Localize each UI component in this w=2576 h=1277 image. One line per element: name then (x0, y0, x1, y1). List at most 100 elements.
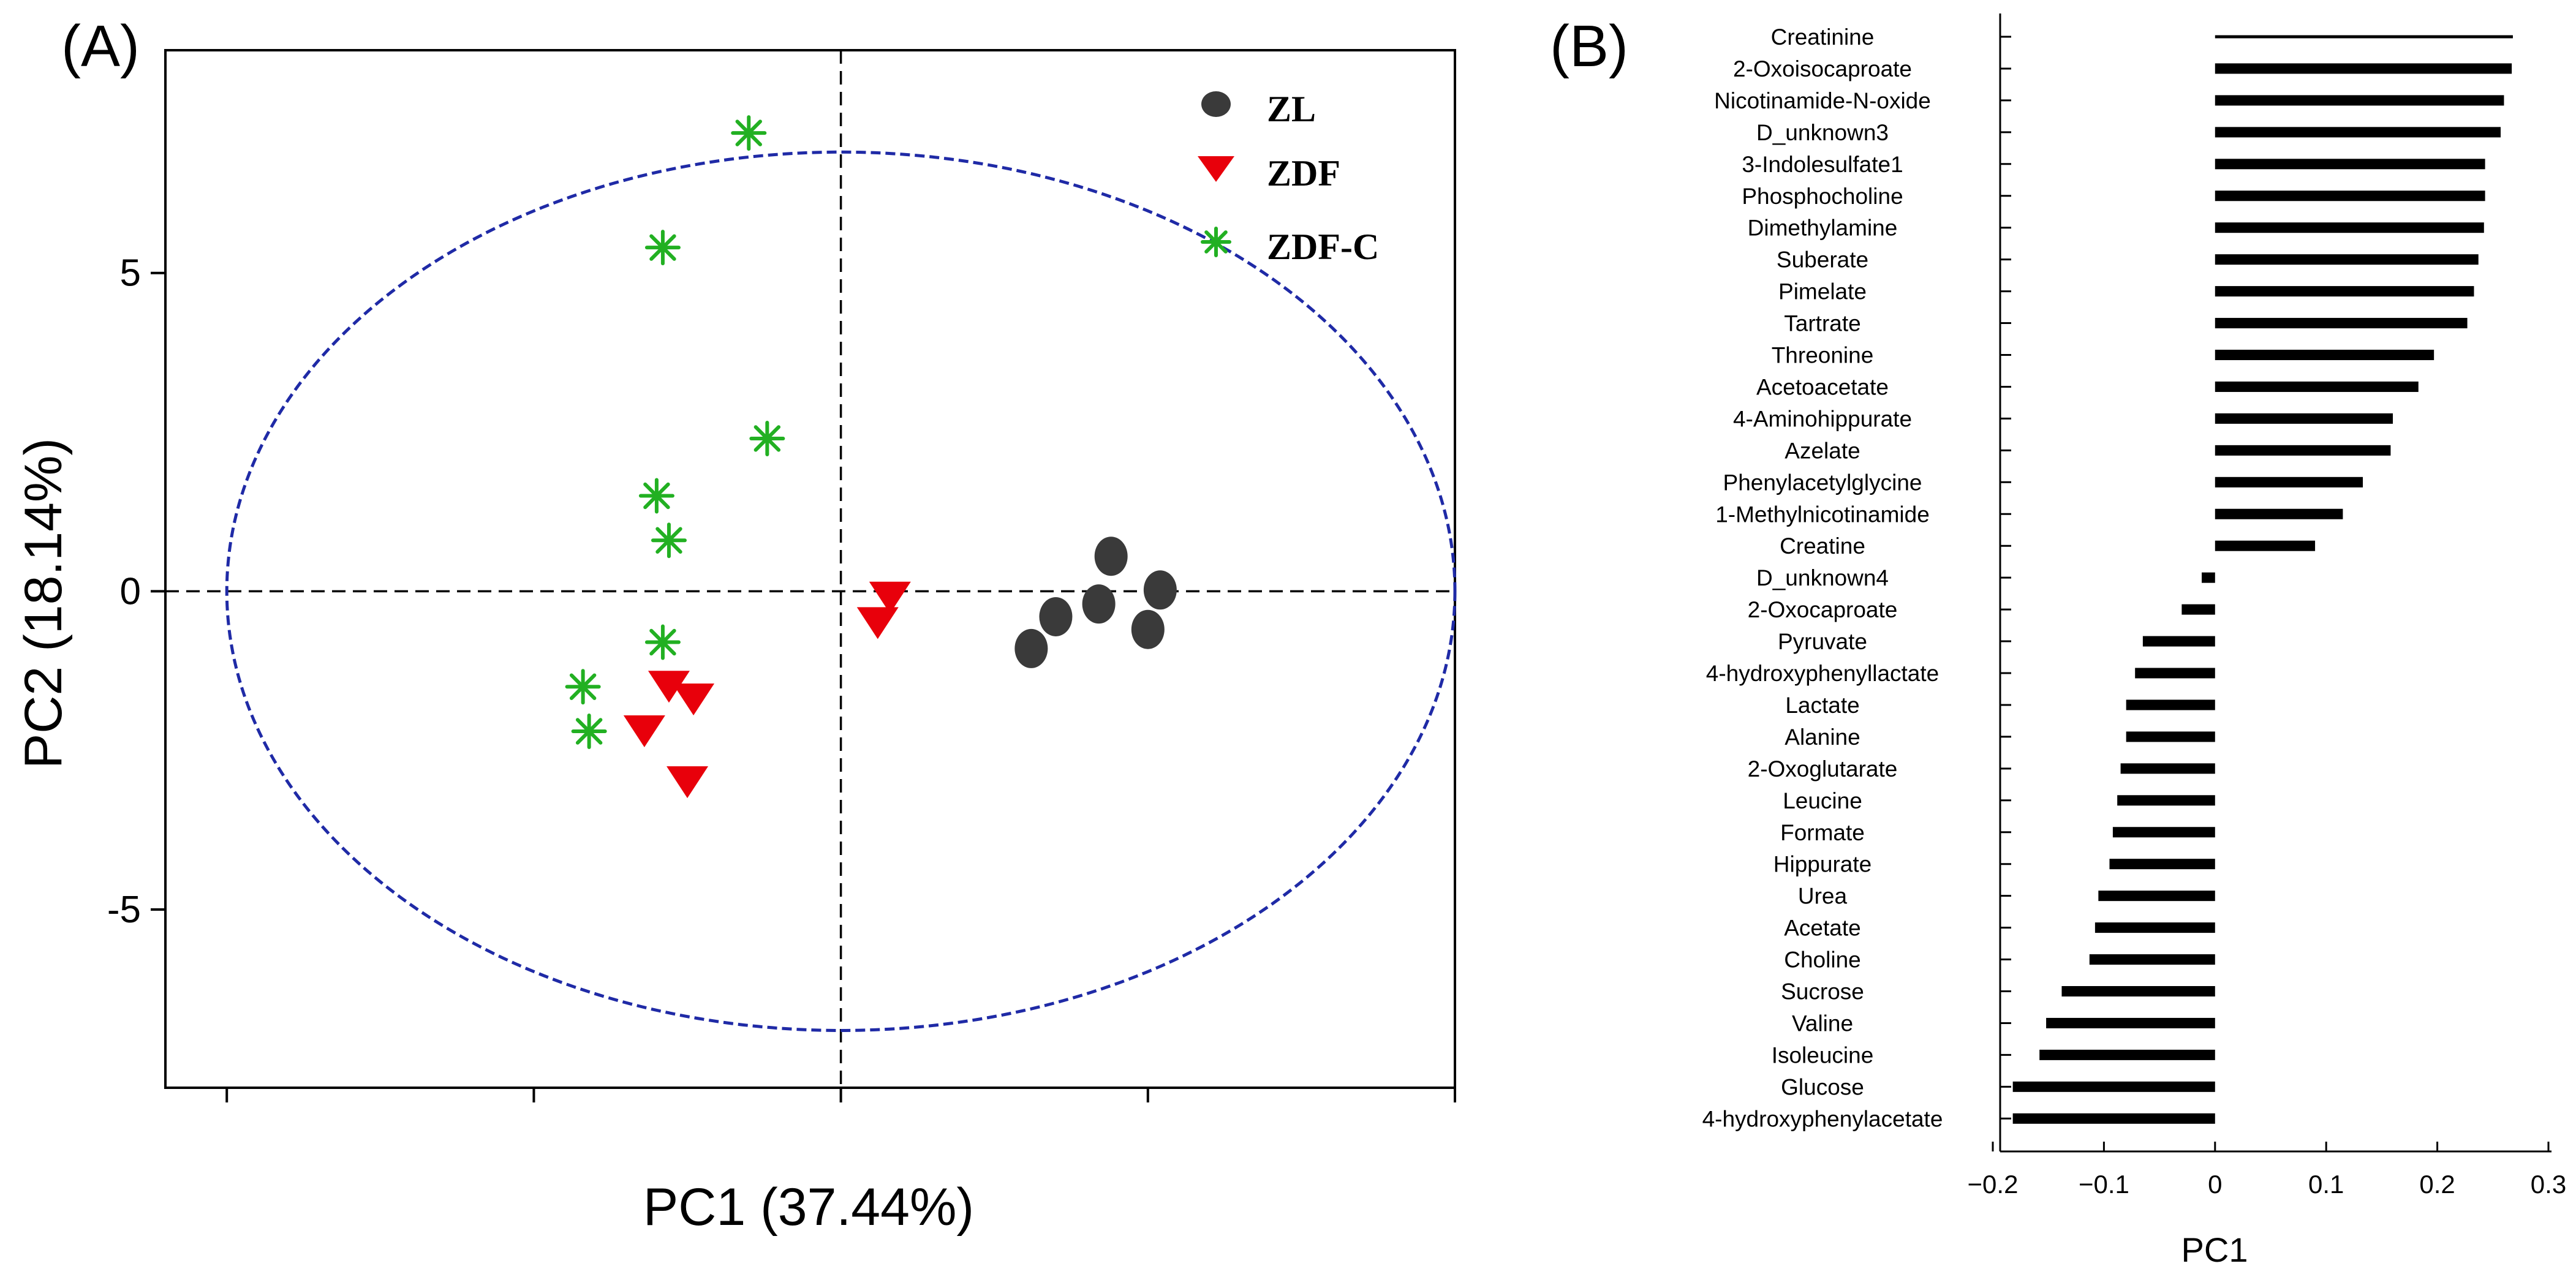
category-label: D_unknown4 (1756, 565, 1889, 590)
bar (2215, 445, 2391, 456)
zl-point (1082, 584, 1116, 624)
bar (2012, 1081, 2215, 1092)
bar (2215, 222, 2484, 233)
bar (2089, 954, 2215, 965)
category-label: Azelate (1785, 438, 1860, 463)
bar (2215, 127, 2501, 138)
category-label: 2-Oxoglutarate (1748, 756, 1898, 782)
category-label: Phenylacetylglycine (1723, 470, 1922, 495)
y-tick-label: -5 (107, 889, 141, 931)
panel-a-y-axis-title: PC2 (18.14%) (14, 438, 73, 769)
y-tick-label: 5 (120, 252, 141, 295)
category-label: Leucine (1783, 788, 1862, 813)
bar (2112, 827, 2215, 838)
panel-b-bar-chart: (B) Creatinine 2-Oxoisocaproate Nicotinami… (1550, 13, 2566, 1269)
panel-b-bars (2012, 35, 2513, 1124)
bar (2215, 350, 2434, 360)
panel-a-label: (A) (61, 13, 140, 79)
category-label: Urea (1798, 884, 1848, 909)
category-label: D_unknown3 (1756, 120, 1889, 145)
category-label: Threonine (1772, 343, 1874, 368)
zdf-c-point (565, 669, 601, 705)
zdf-point (648, 671, 690, 703)
bar (2109, 859, 2215, 870)
category-label: Alanine (1785, 725, 1860, 750)
panel-a-reference-lines (165, 50, 1455, 1088)
scatter-points (565, 115, 1177, 799)
bar (2215, 159, 2485, 170)
confidence-ellipse-group (225, 150, 1457, 1032)
zl-point (1039, 597, 1073, 636)
bar (2215, 35, 2513, 39)
legend-zdf-c-marker (1201, 227, 1231, 257)
bar (2181, 604, 2215, 615)
bar (2061, 986, 2215, 996)
bar (2046, 1017, 2215, 1028)
bar (2135, 668, 2215, 679)
bar (2039, 1049, 2215, 1060)
category-label: Isoleucine (1772, 1042, 1874, 1068)
x-tick-label: 0.1 (2308, 1170, 2344, 1199)
bar (2215, 413, 2393, 424)
category-label: Dimethylamine (1748, 216, 1898, 241)
panel-b-axes (1999, 13, 2551, 1153)
zl-point (1094, 537, 1128, 576)
legend-label: ZL (1267, 89, 1316, 129)
category-label: 3-Indolesulfate1 (1742, 152, 1903, 177)
zdf-point (856, 607, 899, 639)
panel-a-ticks: 5 0 -5 (107, 252, 1456, 1102)
x-tick-label: 0.3 (2531, 1170, 2566, 1199)
zdf-point (667, 766, 709, 799)
category-label: Pimelate (1778, 279, 1867, 304)
panel-b-x-axis-title: PC1 (2181, 1230, 2248, 1269)
zdf-c-point (638, 478, 674, 514)
zl-point (1014, 628, 1048, 668)
category-label: Acetate (1784, 916, 1860, 941)
category-label: Acetoacetate (1756, 374, 1889, 399)
panel-a-x-axis-title: PC1 (37.44%) (643, 1178, 974, 1237)
panel-a-scatter: (A) 5 0 -5 ZL ZDF ZDF-C PC1 (37.44%) PC2 (18… (14, 13, 1457, 1237)
bar (2142, 636, 2215, 647)
x-tick-label: −0.1 (2079, 1170, 2129, 1199)
zdf-point (623, 715, 665, 748)
zdf-c-point (644, 230, 681, 266)
panel-a-frame (164, 49, 1456, 1089)
category-label: 4-Aminohippurate (1733, 406, 1912, 431)
category-label: Choline (1784, 947, 1860, 973)
legend-label: ZDF (1267, 153, 1340, 194)
bar (2215, 318, 2468, 329)
zdf-c-point (731, 115, 767, 151)
panel-b-category-labels: Creatinine 2-Oxoisocaproate Nicotinamide-N… (1702, 24, 1943, 1131)
category-label: 2-Oxocaproate (1748, 597, 1898, 622)
category-label: Suberate (1777, 247, 1868, 273)
category-label: Tartrate (1784, 311, 1860, 336)
legend: ZL ZDF ZDF-C (1198, 89, 1379, 267)
category-label: Formate (1780, 820, 1865, 845)
category-label: 2-Oxoisocaproate (1733, 56, 1912, 81)
zl-point (1131, 609, 1165, 649)
bar (2202, 572, 2215, 583)
plot-frame (164, 49, 1456, 1089)
category-label: 1-Methylnicotinamide (1715, 502, 1930, 527)
category-label: Lactate (1785, 693, 1859, 718)
bar (2215, 477, 2363, 488)
bar (2215, 190, 2485, 202)
zdf-point (673, 684, 715, 716)
zdf-c-point (644, 624, 681, 660)
zdf-c-point (749, 420, 785, 456)
x-tick-label: 0 (2208, 1170, 2222, 1199)
bar (2215, 508, 2343, 519)
category-label: 4-hydroxyphenyllactate (1706, 661, 1940, 686)
bar (2117, 795, 2215, 806)
legend-label: ZDF-C (1267, 227, 1379, 267)
legend-zl-marker (1201, 91, 1231, 117)
bar (2215, 254, 2479, 265)
panel-b-label: (B) (1550, 13, 1628, 79)
bar (2126, 699, 2215, 710)
category-label: Creatinine (1771, 24, 1875, 50)
category-label: Glucose (1781, 1074, 1864, 1099)
zl-point (1143, 570, 1177, 610)
bar (2094, 922, 2215, 933)
bar (2215, 63, 2512, 74)
